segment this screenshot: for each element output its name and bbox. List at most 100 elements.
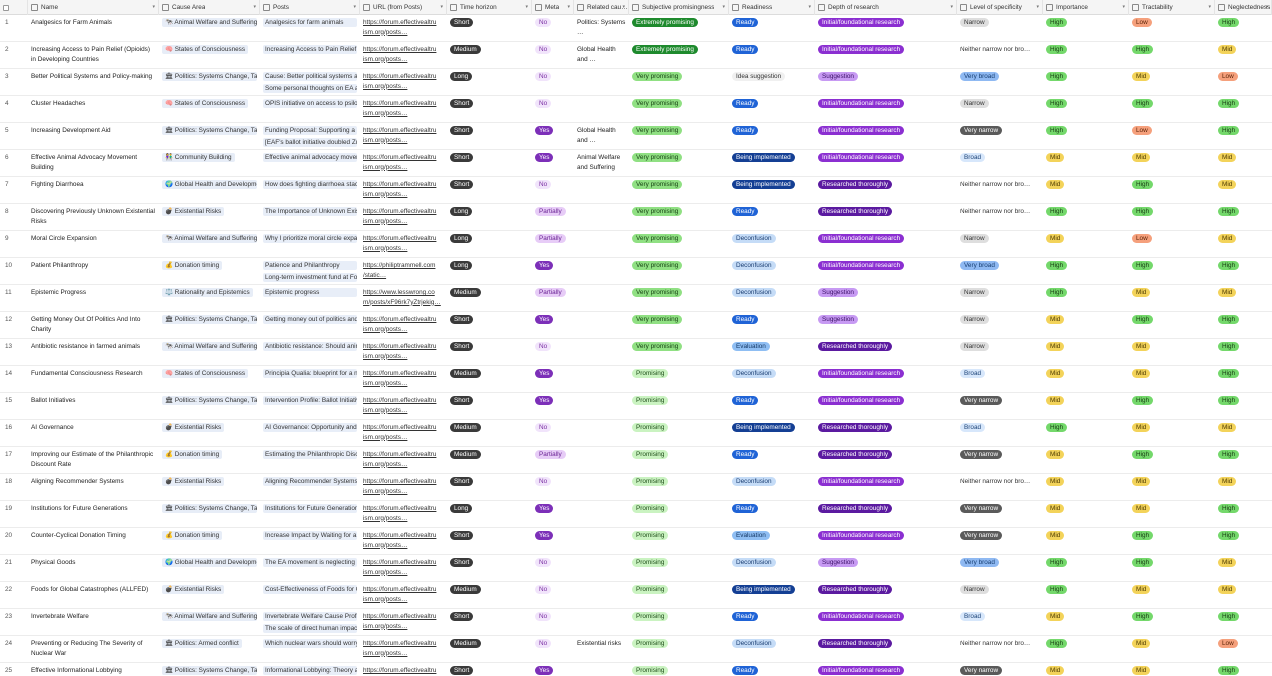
- related-cause-cell[interactable]: [574, 96, 629, 122]
- spec-cell[interactable]: Neither narrow nor bro…: [957, 474, 1043, 500]
- url-link[interactable]: https://forum.effectivealtru: [363, 208, 437, 215]
- table-row[interactable]: 2 Increasing Access to Pain Relief (Opioi…: [0, 42, 1272, 69]
- posts-cell[interactable]: Getting money out of politics and into: [260, 312, 360, 338]
- tract-cell[interactable]: Low: [1129, 123, 1215, 149]
- url-link[interactable]: /static…: [363, 271, 387, 279]
- cause-area-tag[interactable]: 🏛 Politics: Systems Change, Targeted: [162, 72, 257, 81]
- ready-cell[interactable]: Evaluation: [729, 528, 815, 554]
- column-header-ready[interactable]: Readiness ▾: [729, 0, 815, 15]
- spec-cell[interactable]: Narrow: [957, 15, 1043, 41]
- meta-cell[interactable]: No: [532, 474, 574, 500]
- imp-cell[interactable]: Mid: [1043, 366, 1129, 392]
- negl-cell[interactable]: High: [1215, 501, 1272, 527]
- record-name[interactable]: Moral Circle Expansion: [28, 231, 159, 257]
- cause-area-tag[interactable]: 💰 Donation timing: [162, 450, 223, 459]
- cause-area-tag[interactable]: 🏛 Politics: Systems Change, Targeted: [162, 666, 257, 675]
- cause-area-tag[interactable]: 💣 Existential Risks: [162, 423, 225, 432]
- cause-area-tag[interactable]: ⚖️ Rationality and Epistemics: [162, 288, 253, 297]
- post-link-chip[interactable]: The scale of direct human impact on: [263, 624, 357, 633]
- url-link[interactable]: m/posts/xF96rk7yZtrjekig…: [363, 298, 441, 306]
- negl-cell[interactable]: Low: [1215, 69, 1272, 95]
- chevron-down-icon[interactable]: ▾: [722, 4, 725, 10]
- meta-cell[interactable]: No: [532, 96, 574, 122]
- spec-cell[interactable]: Very narrow: [957, 393, 1043, 419]
- column-header-negl[interactable]: Neglectedness ▾: [1215, 0, 1272, 15]
- record-name[interactable]: Analgesics for Farm Animals: [28, 15, 159, 41]
- depth-cell[interactable]: Initial/foundational research: [815, 150, 957, 176]
- tract-cell[interactable]: High: [1129, 555, 1215, 581]
- post-link-chip[interactable]: Some personal thoughts on EA and: [263, 84, 357, 93]
- time-cell[interactable]: Long: [447, 258, 532, 284]
- depth-cell[interactable]: Initial/foundational research: [815, 528, 957, 554]
- cause-area-tag[interactable]: 🏛 Politics: Systems Change, Targeted: [162, 315, 257, 324]
- imp-cell[interactable]: Mid: [1043, 663, 1129, 676]
- related-cause-cell[interactable]: Global Health and …: [574, 123, 629, 149]
- imp-cell[interactable]: Mid: [1043, 150, 1129, 176]
- url-cell[interactable]: https://forum.effectivealtru ism.org/post…: [360, 231, 447, 257]
- depth-cell[interactable]: Researched thoroughly: [815, 582, 957, 608]
- url-link[interactable]: ism.org/posts…: [363, 82, 408, 90]
- related-cause-cell[interactable]: [574, 528, 629, 554]
- record-name[interactable]: Fighting Diarrhoea: [28, 177, 159, 203]
- url-cell[interactable]: https://forum.effectivealtru ism.org/post…: [360, 555, 447, 581]
- cause-area-tag[interactable]: 🐄 Animal Welfare and Suffering: [162, 612, 257, 621]
- cause-area-cell[interactable]: 🐄 Animal Welfare and Suffering: [159, 231, 260, 257]
- cause-area-tag[interactable]: 🧠 States of Consciousness: [162, 99, 249, 108]
- url-link[interactable]: ism.org/posts…: [363, 109, 408, 117]
- tract-cell[interactable]: High: [1129, 258, 1215, 284]
- table-row[interactable]: 7 Fighting Diarrhoea 🌍 Global Health and D…: [0, 177, 1272, 204]
- cause-area-tag[interactable]: 💣 Existential Risks: [162, 207, 225, 216]
- url-cell[interactable]: https://philiptrammell.com/static…: [360, 258, 447, 284]
- subj-cell[interactable]: Very promising: [629, 231, 729, 257]
- depth-cell[interactable]: Initial/foundational research: [815, 366, 957, 392]
- record-name[interactable]: Aligning Recommender Systems: [28, 474, 159, 500]
- spec-cell[interactable]: Very narrow: [957, 528, 1043, 554]
- table-row[interactable]: 23 Invertebrate Welfare 🐄 Animal Welfare a…: [0, 609, 1272, 636]
- table-row[interactable]: 22 Foods for Global Catastrophes (ALLFED)…: [0, 582, 1272, 609]
- ready-cell[interactable]: Deconfusion: [729, 231, 815, 257]
- url-cell[interactable]: https://forum.effectivealtru ism.org/post…: [360, 636, 447, 662]
- table-row[interactable]: 16 AI Governance 💣 Existential Risks AI Gov…: [0, 420, 1272, 447]
- url-link[interactable]: ism.org/posts…: [363, 460, 408, 468]
- depth-cell[interactable]: Researched thoroughly: [815, 177, 957, 203]
- spec-cell[interactable]: Broad: [957, 609, 1043, 635]
- url-link[interactable]: https://forum.effectivealtru: [363, 667, 437, 674]
- imp-cell[interactable]: Mid: [1043, 501, 1129, 527]
- url-cell[interactable]: https://forum.effectivealtru ism.org/post…: [360, 582, 447, 608]
- chevron-down-icon[interactable]: ▾: [950, 4, 953, 10]
- url-cell[interactable]: https://forum.effectivealtru ism.org/post…: [360, 123, 447, 149]
- spec-cell[interactable]: Broad: [957, 366, 1043, 392]
- spec-cell[interactable]: Neither narrow nor bro…: [957, 636, 1043, 662]
- related-cause-cell[interactable]: [574, 366, 629, 392]
- table-row[interactable]: 25 Effective Informational Lobbying 🏛 Poli…: [0, 663, 1272, 676]
- ready-cell[interactable]: Deconfusion: [729, 366, 815, 392]
- record-name[interactable]: Patient Philanthropy: [28, 258, 159, 284]
- spec-cell[interactable]: Very narrow: [957, 501, 1043, 527]
- meta-cell[interactable]: Partially: [532, 231, 574, 257]
- column-header-name[interactable]: Name ▾: [28, 0, 159, 15]
- table-row[interactable]: 8 Discovering Previously Unknown Existent…: [0, 204, 1272, 231]
- spec-cell[interactable]: Very broad: [957, 555, 1043, 581]
- record-name[interactable]: Cluster Headaches: [28, 96, 159, 122]
- record-name[interactable]: Counter-Cyclical Donation Timing: [28, 528, 159, 554]
- post-link-chip[interactable]: How does fighting diarrhoea stack: [263, 180, 357, 189]
- subj-cell[interactable]: Very promising: [629, 123, 729, 149]
- cause-area-cell[interactable]: 🏛 Politics: Systems Change, Targeted: [159, 69, 260, 95]
- time-cell[interactable]: Short: [447, 312, 532, 338]
- posts-cell[interactable]: The EA movement is neglecting physical: [260, 555, 360, 581]
- time-cell[interactable]: Medium: [447, 366, 532, 392]
- spec-cell[interactable]: Narrow: [957, 231, 1043, 257]
- meta-cell[interactable]: Yes: [532, 150, 574, 176]
- column-header-spec[interactable]: Level of specificity ▾: [957, 0, 1043, 15]
- depth-cell[interactable]: Initial/foundational research: [815, 663, 957, 676]
- time-cell[interactable]: Medium: [447, 636, 532, 662]
- chevron-down-icon[interactable]: ▾: [353, 4, 356, 10]
- subj-cell[interactable]: Very promising: [629, 339, 729, 365]
- url-link[interactable]: https://forum.effectivealtru: [363, 640, 437, 647]
- record-name[interactable]: Ballot Initiatives: [28, 393, 159, 419]
- url-link[interactable]: ism.org/posts…: [363, 325, 408, 333]
- subj-cell[interactable]: Extremely promising: [629, 42, 729, 68]
- cause-area-tag[interactable]: 💣 Existential Risks: [162, 585, 225, 594]
- time-cell[interactable]: Short: [447, 393, 532, 419]
- post-link-chip[interactable]: Long-term investment fund at Founders: [263, 273, 357, 282]
